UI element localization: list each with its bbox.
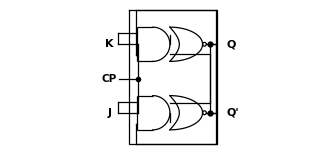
- Text: K: K: [105, 39, 114, 49]
- Text: CP: CP: [101, 73, 117, 84]
- Text: Q: Q: [227, 39, 236, 49]
- Text: J: J: [107, 108, 111, 118]
- Text: Q': Q': [227, 108, 239, 118]
